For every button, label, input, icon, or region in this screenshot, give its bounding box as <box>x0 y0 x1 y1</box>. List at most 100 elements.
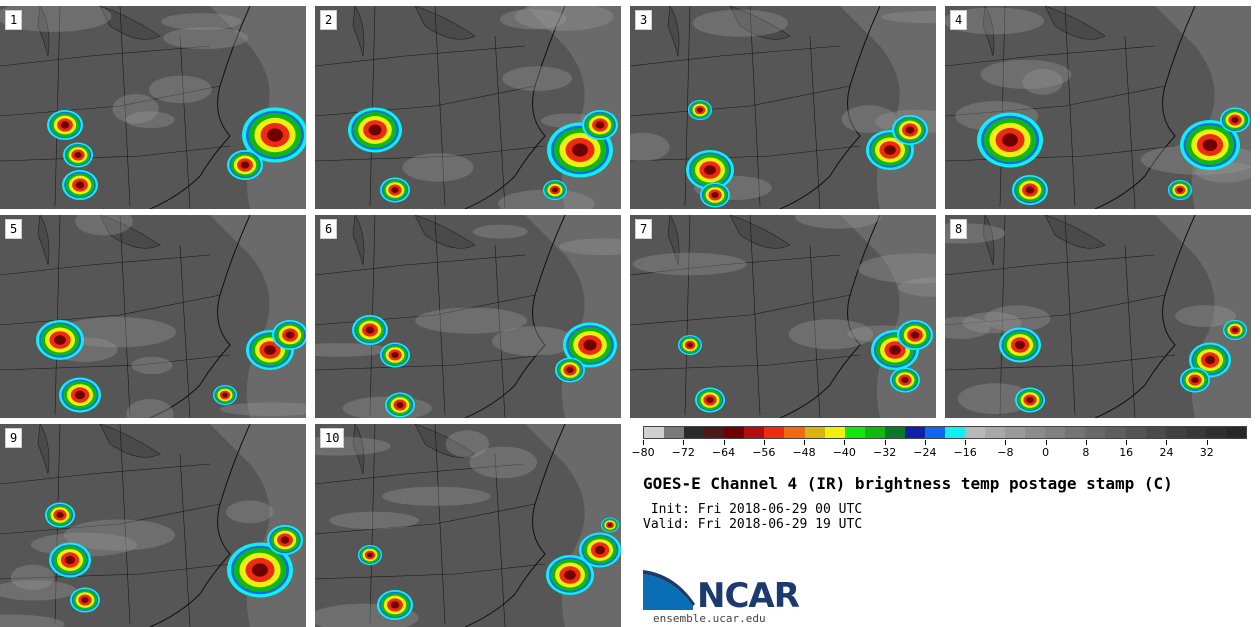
storm-cell <box>391 187 399 193</box>
cloud-feature <box>63 519 176 551</box>
coastline <box>464 215 566 418</box>
ocean-area <box>525 424 621 627</box>
cloud-feature <box>445 430 490 458</box>
colorbar-ticks: −80 −72 −64 −56 −48 −40 −32 −24 −16 −8 0 8 16 24 32 <box>631 440 1247 460</box>
colorbar-segment <box>844 427 865 438</box>
colorbar-tick <box>1005 440 1007 445</box>
storm-cell <box>704 165 716 175</box>
coastline <box>149 424 251 627</box>
map-panel-2: 2 <box>315 6 621 209</box>
satellite-map <box>945 6 1251 209</box>
great-lakes <box>667 6 791 57</box>
storm-cell <box>390 601 400 609</box>
cloud-feature <box>149 75 212 104</box>
cloud-feature <box>858 253 936 284</box>
cloud-feature <box>415 307 528 334</box>
great-lakes <box>982 6 1106 57</box>
state-borders <box>315 6 546 209</box>
colorbar-tick <box>924 440 926 445</box>
cloud-feature <box>219 402 306 416</box>
cloud-feature <box>984 305 1051 332</box>
coastline <box>1094 6 1196 209</box>
colorbar-tick <box>1085 440 1087 445</box>
map-panel-6: 6 <box>315 215 621 418</box>
colorbar-segment <box>664 427 685 438</box>
storm-cell <box>222 392 228 398</box>
satellite-map <box>0 215 306 418</box>
storm-cell <box>240 161 250 169</box>
cloud-feature <box>957 383 1034 415</box>
panel-number: 4 <box>950 10 968 30</box>
colorbar-segment <box>804 427 825 438</box>
great-lakes <box>37 424 161 475</box>
init-time: Init: Fri 2018-06-29 00 UTC <box>643 502 863 517</box>
cloud-feature <box>329 511 419 530</box>
cloud-feature <box>315 343 390 357</box>
satellite-map <box>630 215 936 418</box>
colorbar-tick-label: −72 <box>671 446 695 459</box>
map-panel-4: 4 <box>945 6 1251 209</box>
colorbar-segment <box>824 427 845 438</box>
great-lakes <box>982 215 1106 266</box>
map-panel-3: 3 <box>630 6 936 209</box>
cloud-feature <box>131 356 173 375</box>
storm-cell <box>267 128 283 142</box>
coastline <box>779 6 881 209</box>
map-panel-7: 7 <box>630 215 936 418</box>
colorbar-tick-label: −24 <box>913 446 937 459</box>
colorbar-segment <box>1085 427 1106 438</box>
colorbar-segment <box>1105 427 1126 438</box>
storm-cell <box>285 331 295 339</box>
website-url[interactable]: ensemble.ucar.edu <box>653 612 766 625</box>
colorbar-segment <box>965 427 986 438</box>
storm-cell <box>1026 397 1034 403</box>
storm-cell <box>884 145 896 155</box>
colorbar-tick <box>844 440 846 445</box>
colorbar-tick <box>763 440 765 445</box>
colorbar-segment <box>985 427 1006 438</box>
colorbar-segment <box>1005 427 1026 438</box>
storm-cell <box>901 377 909 383</box>
colorbar-segment <box>744 427 765 438</box>
panel-number: 2 <box>320 10 338 30</box>
colorbar-segment <box>1205 427 1226 438</box>
panel-number: 1 <box>5 10 23 30</box>
coastline <box>464 6 566 209</box>
storm-cell <box>607 523 613 527</box>
colorbar-tick-label: −56 <box>752 446 776 459</box>
storm-cell <box>367 552 373 558</box>
storm-cell <box>595 121 605 129</box>
colorbar-segment <box>764 427 785 438</box>
ocean-area <box>840 6 936 209</box>
cloud-feature <box>492 326 576 356</box>
satellite-map <box>315 424 621 627</box>
cloud-feature <box>469 446 537 479</box>
state-borders <box>315 215 546 418</box>
storm-cell <box>368 124 382 136</box>
colorbar-tick-label: 32 <box>1199 446 1214 459</box>
ncar-logo-icon <box>643 570 695 610</box>
cloud-feature <box>0 580 77 601</box>
cloud-feature <box>881 10 936 24</box>
great-lakes <box>37 215 161 266</box>
cloud-feature <box>498 189 595 209</box>
colorbar-tick <box>804 440 806 445</box>
storm-cell <box>711 192 719 198</box>
panel-number: 6 <box>320 219 338 239</box>
storm-cell <box>1205 355 1215 365</box>
cloud-feature <box>126 399 174 418</box>
storm-cell <box>264 345 276 355</box>
cloud-feature <box>1022 68 1063 95</box>
cloud-feature <box>630 132 670 162</box>
colorbar-tick <box>1206 440 1208 445</box>
storm-cell <box>75 181 85 189</box>
storm-cell <box>75 390 85 400</box>
cloud-feature <box>472 224 528 239</box>
storm-cell <box>1002 133 1018 147</box>
storm-cell <box>65 555 75 565</box>
storm-cell <box>365 326 375 334</box>
colorbar-tick <box>683 440 685 445</box>
storm-cell <box>697 107 703 113</box>
panel-number: 9 <box>5 428 23 448</box>
great-lakes <box>667 215 791 266</box>
